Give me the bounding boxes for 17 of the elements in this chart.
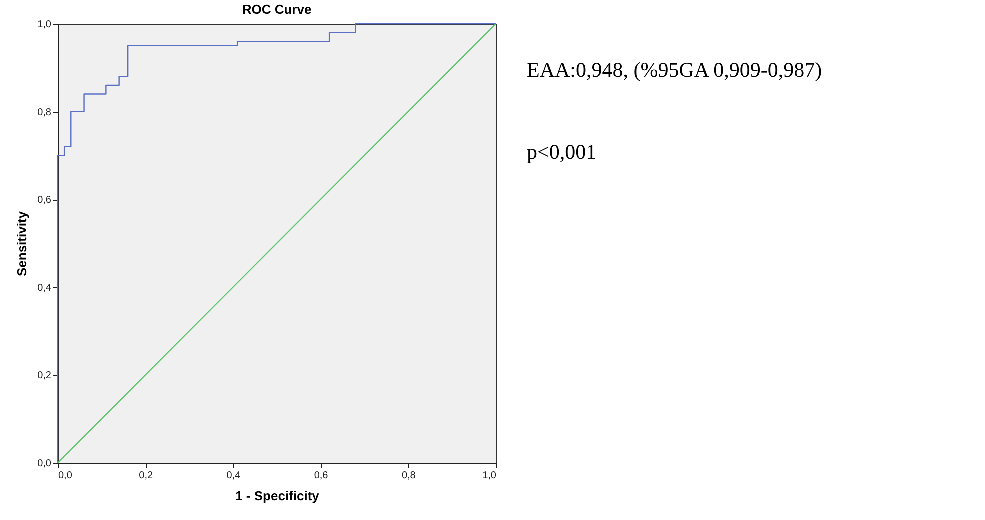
x-tick-label: 0,8 — [402, 470, 416, 482]
text: p<0,001 — [527, 140, 597, 165]
chart-title: ROC Curve — [242, 2, 312, 17]
y-tick-label: 0,6 — [38, 195, 52, 206]
x-tick-label: 1,0 — [482, 470, 497, 482]
y-axis-title: Sensitivity — [14, 210, 30, 277]
x-axis-title: 1 - Specificity — [236, 488, 320, 504]
y-tick-label: 0,8 — [38, 107, 52, 118]
x-tick-label: 0,4 — [226, 470, 242, 482]
x-tick-label: 0,0 — [58, 470, 73, 482]
text: EAA:0,948, (%95GA 0,909-0,987) — [527, 58, 822, 83]
y-tick-label: 0,2 — [38, 370, 52, 382]
x-tick-label: 0,2 — [139, 470, 154, 482]
x-tick-label: 0,6 — [314, 470, 329, 482]
y-tick-label: 0,0 — [38, 458, 52, 470]
y-tick-label: 0,4 — [38, 282, 52, 294]
y-tick-label: 1,0 — [38, 20, 52, 30]
